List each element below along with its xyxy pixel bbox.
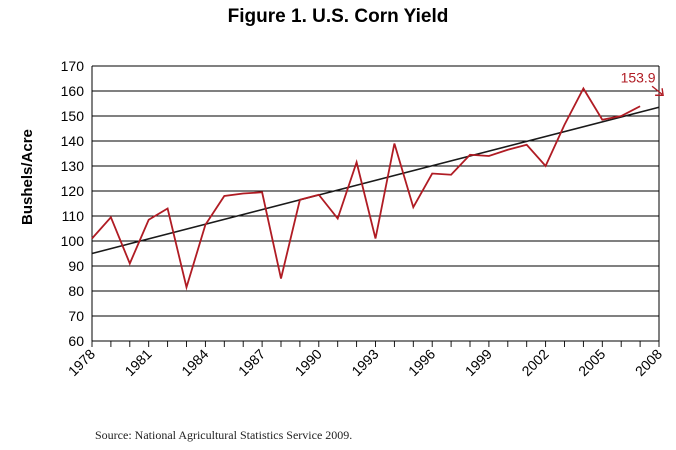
x-tick-label: 2002 [518,346,551,379]
y-tick-labels: 60 70 80 90 100 110 120 130 140 150 160 170 [61,58,85,349]
y-tick-label: 90 [68,258,84,274]
grid-lines [91,65,660,347]
y-tick-label: 150 [61,108,85,124]
y-tick-label: 80 [68,283,84,299]
annotation-arrow-shaft [651,85,663,95]
x-tick-label: 1984 [178,346,211,379]
y-tick-label: 160 [61,83,85,99]
y-tick-label: 170 [61,58,85,74]
page-title: Figure 1. U.S. Corn Yield [227,6,449,27]
x-tick-label: 1978 [65,346,98,379]
trend-line [91,106,660,255]
x-tick-label: 1981 [121,346,154,379]
x-tick-label: 1999 [462,346,495,379]
y-tick-label: 70 [68,308,84,324]
x-tick-labels: 1978 1981 1984 1987 1990 1993 1996 1999 2002 2005… [65,346,665,379]
annotation-arrow-head [655,88,664,96]
x-tick-label: 2008 [632,346,665,379]
annotation-label: 153.9 [621,69,656,85]
x-tick-label: 1993 [348,346,381,379]
source-note: Source: National Agricultural Statistics… [95,428,353,442]
y-tick-label: 110 [62,208,85,224]
series-line-corn-yield [91,86,641,291]
x-tick-label: 1996 [405,346,438,379]
x-tick-label: 1990 [292,346,325,379]
y-tick-label: 140 [61,133,85,149]
y-tick-label: 130 [61,158,85,174]
x-tick-label: 2005 [575,346,608,379]
y-tick-label: 100 [61,233,85,249]
y-tick-label: 60 [68,333,84,349]
y-tick-label: 120 [61,183,85,199]
corn-yield-chart: 60 70 80 90 100 110 120 130 140 150 160 170 1978 198… [61,58,666,379]
x-tick-label: 1987 [235,346,268,379]
data-points [91,88,641,289]
annotation-group: 153.9 [621,69,664,96]
